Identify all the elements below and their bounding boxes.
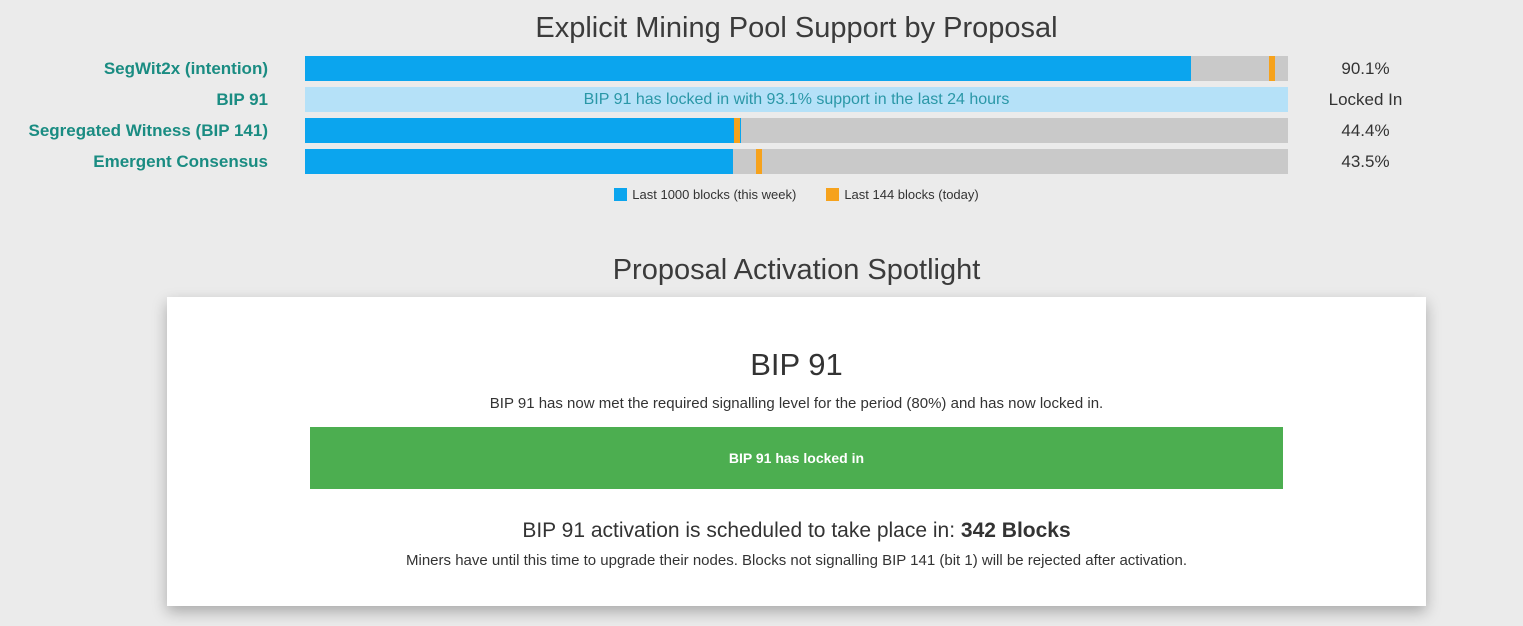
bar-value-label: Locked In	[1328, 89, 1403, 109]
chart-row-bip91: BIP 91 BIP 91 has locked in with 93.1% s…	[0, 87, 1523, 112]
spotlight-title: Proposal Activation Spotlight	[612, 254, 981, 286]
bar-track	[305, 56, 1288, 81]
legend-swatch-orange-icon	[826, 188, 840, 201]
chart-row-segwit: Segregated Witness (BIP 141) 44.4%	[0, 118, 1523, 143]
legend-item-week: Last 1000 blocks (this week)	[614, 187, 796, 202]
legend-label-week: Last 1000 blocks (this week)	[632, 187, 797, 202]
page: Explicit Mining Pool Support by Proposal…	[0, 0, 1523, 606]
chart-row-emergent-consensus: Emergent Consensus 43.5%	[0, 149, 1523, 174]
spotlight-card-heading: BIP 91	[750, 347, 843, 382]
chart-footer-and-spotlight: Last 1000 blocks (this week) Last 144 bl…	[70, 187, 1523, 606]
activation-footnote: Miners have until this time to upgrade t…	[406, 552, 1187, 569]
chart-row-segwit2x: SegWit2x (intention) 90.1%	[0, 56, 1523, 81]
bar-value-label: 44.4%	[1341, 120, 1390, 140]
proposal-label-segwit2x[interactable]: SegWit2x (intention)	[103, 59, 268, 78]
chart-legend: Last 1000 blocks (this week) Last 144 bl…	[70, 187, 1523, 202]
legend-swatch-blue-icon	[614, 188, 628, 201]
bar-track: BIP 91 has locked in with 93.1% support …	[305, 87, 1288, 112]
bar-locked-fill: BIP 91 has locked in with 93.1% support …	[305, 87, 1288, 112]
bar-today-marker	[733, 118, 740, 143]
locked-in-bar-text: BIP 91 has locked in with 93.1% support …	[583, 90, 1010, 108]
chart-header: Explicit Mining Pool Support by Proposal	[70, 0, 1523, 45]
proposal-label-segwit[interactable]: Segregated Witness (BIP 141)	[28, 121, 268, 140]
activation-countdown: BIP 91 activation is scheduled to take p…	[167, 519, 1426, 543]
mining-pool-support-chart: SegWit2x (intention) 90.1% BIP 91 BIP 91…	[0, 56, 1523, 174]
activation-countdown-blocks: 342 Blocks	[960, 519, 1071, 542]
bar-week-fill	[305, 118, 742, 143]
bar-today-marker	[756, 149, 763, 174]
proposal-label-emergent-consensus[interactable]: Emergent Consensus	[93, 152, 268, 171]
chart-title: Explicit Mining Pool Support by Proposal	[535, 12, 1058, 44]
bar-value-label: 43.5%	[1341, 151, 1390, 171]
activation-countdown-text: BIP 91 activation is scheduled to take p…	[522, 519, 956, 542]
legend-label-today: Last 144 blocks (today)	[844, 187, 979, 202]
bar-week-fill	[305, 149, 733, 174]
bar-today-marker	[1269, 56, 1276, 81]
locked-in-status-banner: BIP 91 has locked in	[310, 427, 1283, 489]
proposal-label-bip91[interactable]: BIP 91	[216, 90, 268, 109]
bar-track	[305, 149, 1288, 174]
bar-value-label: 90.1%	[1341, 58, 1390, 78]
bar-track	[305, 118, 1288, 143]
spotlight-card: BIP 91 BIP 91 has now met the required s…	[167, 297, 1426, 606]
bar-week-fill	[305, 56, 1191, 81]
spotlight-card-description: BIP 91 has now met the required signalli…	[489, 395, 1104, 412]
legend-item-today: Last 144 blocks (today)	[826, 187, 979, 202]
